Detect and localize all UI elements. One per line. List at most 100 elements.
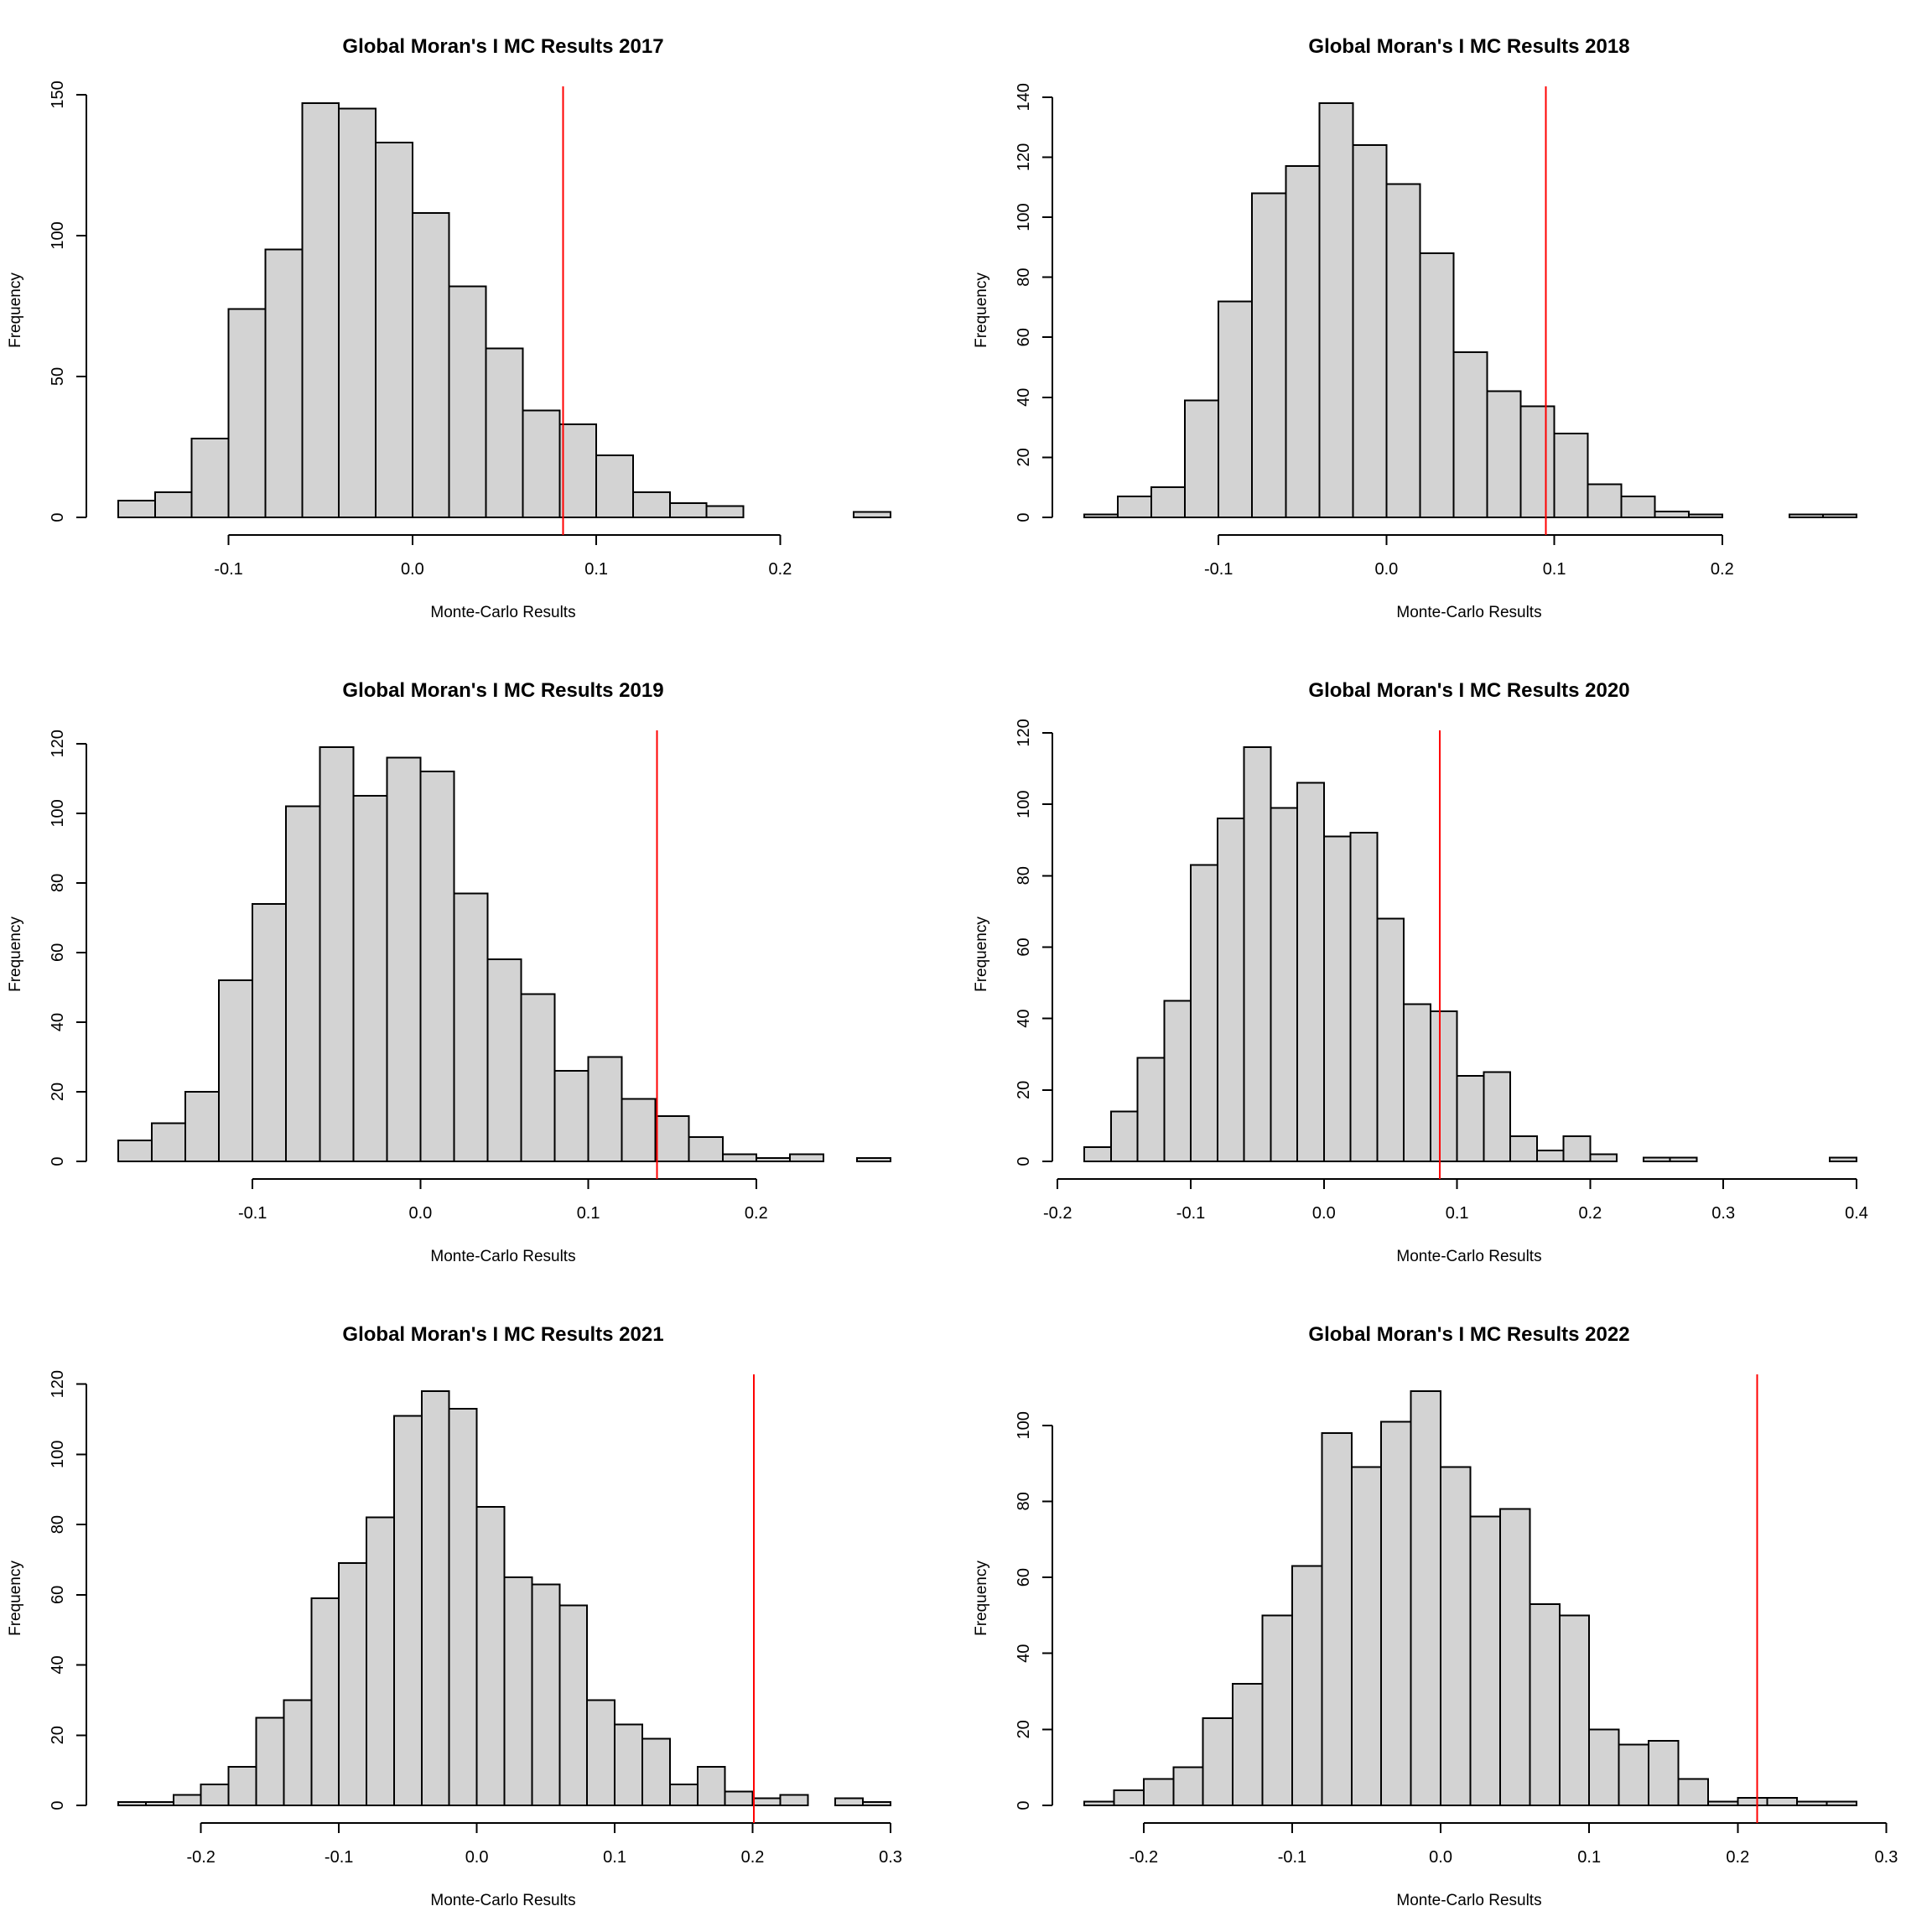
histogram-bar [255,1716,285,1807]
histogram-bar [1172,1766,1204,1806]
histogram-bar [1083,513,1119,518]
histogram-bar [252,902,288,1162]
x-tick-label: 0.1 [577,1204,600,1223]
x-tick-label: 0.0 [1429,1848,1452,1867]
y-tick-label: 80 [49,1515,67,1534]
y-tick-label: 100 [49,1441,67,1468]
histogram-bar [1142,1778,1175,1806]
x-tick-label: -0.1 [238,1204,267,1223]
y-tick-label: 0 [49,1156,67,1166]
y-tick-label: 60 [49,943,67,962]
histogram-bar [621,1098,657,1162]
x-tick-label: 0.4 [1845,1204,1868,1223]
y-tick-label: 0 [1015,1156,1033,1166]
histogram-bar [1529,1602,1561,1806]
y-tick-label: 60 [1015,937,1033,956]
x-tick-label: -0.1 [1176,1204,1205,1223]
histogram-bar [1419,252,1455,518]
histogram-bar [386,756,422,1162]
histogram-bar [1429,1010,1458,1163]
histogram-bar [1589,1153,1618,1163]
histogram-bar [200,1783,230,1806]
histogram-bar [788,1153,824,1162]
x-tick-label: 0.1 [584,560,608,579]
histogram-bar [688,1135,724,1162]
histogram-bar [1296,782,1325,1162]
chart-title: Global Moran's I MC Results 2018 [1308,35,1629,58]
histogram-bar [448,285,487,518]
histogram-bar [1270,807,1299,1162]
histogram-bar [1380,1420,1412,1807]
histogram-bar [1452,351,1488,518]
histogram-bar [153,491,193,519]
histogram-bar [338,107,377,518]
histogram-bar [834,1797,865,1807]
histogram-bar [1083,1145,1112,1162]
y-axis-label: Frequency [973,1561,990,1636]
y-axis-label: Frequency [973,917,990,992]
x-tick-label: 0.2 [745,1204,768,1223]
histogram-svg: Global Moran's I MC Results 2019 0 20 40 60 8… [7,679,892,1265]
y-tick-label: 100 [1015,203,1033,231]
y-tick-label: 140 [1015,83,1033,111]
x-tick-label: 0.1 [1543,560,1566,579]
y-tick-label: 120 [1015,143,1033,171]
histogram-bar [1562,1135,1592,1162]
histogram-bar [1376,917,1405,1162]
x-tick-label: 0.3 [1711,1204,1735,1223]
histogram-bar [1486,390,1522,518]
y-tick-label: 100 [49,799,67,827]
histogram-bar [751,1797,782,1807]
histogram-bar [853,511,892,519]
histogram-bar [1826,1800,1857,1807]
histogram-bar [558,423,598,519]
x-tick-label: 0.2 [741,1848,765,1867]
histogram-bar [1618,1743,1650,1807]
histogram-bar [301,102,340,518]
histogram-bar [705,505,745,518]
x-tick-label: -0.1 [325,1848,353,1867]
histogram-bar [586,1699,616,1806]
histogram-bar [558,1604,589,1807]
histogram-bar [1648,1739,1680,1806]
histogram-bar [724,1790,754,1806]
histogram-bar [1642,1156,1671,1163]
histogram-bar [1483,1071,1512,1162]
histogram-bar [319,746,355,1162]
histogram-bar [352,795,388,1162]
histogram-bar [218,979,254,1162]
y-axis-label: Frequency [973,273,990,348]
histogram-bar [1410,1390,1442,1806]
histogram-bar [1385,183,1421,519]
histogram-bar [1469,1515,1501,1806]
panel-2019: Global Moran's I MC Results 2019 0 20 40 60 8… [0,644,966,1288]
x-tick-label: 0.3 [879,1848,902,1867]
histogram-bar [1788,513,1824,518]
histogram-bar [1440,1466,1472,1806]
x-tick-label: 0.0 [1374,560,1398,579]
x-tick-label: 0.2 [1711,560,1734,579]
x-tick-label: -0.1 [214,560,242,579]
histogram-bar [614,1723,643,1806]
histogram-bar [1535,1150,1565,1162]
histogram-bar [1654,510,1690,518]
histogram-bar [1202,1716,1234,1807]
histogram-bar [1588,1728,1620,1806]
histogram-bar [227,1765,257,1807]
y-tick-label: 40 [49,1013,67,1031]
x-tick-label: 0.3 [1875,1848,1898,1867]
histogram-bar [283,1699,313,1806]
histogram-bar [1558,1614,1591,1806]
panel-2018: Global Moran's I MC Results 2018 0 20 40 60 8… [966,0,1932,644]
y-axis-label: Frequency [7,1561,24,1636]
y-tick-label: 120 [49,1370,67,1398]
x-tick-label: -0.1 [1278,1848,1306,1867]
y-axis-label: Frequency [7,917,24,992]
histogram-bar [184,1090,221,1162]
histogram-bar [190,437,230,519]
histogram-bar [1498,1508,1531,1806]
chart-title: Global Moran's I MC Results 2020 [1308,679,1629,702]
x-tick-label: 0.0 [408,1204,432,1223]
histogram-bar [117,1800,147,1806]
